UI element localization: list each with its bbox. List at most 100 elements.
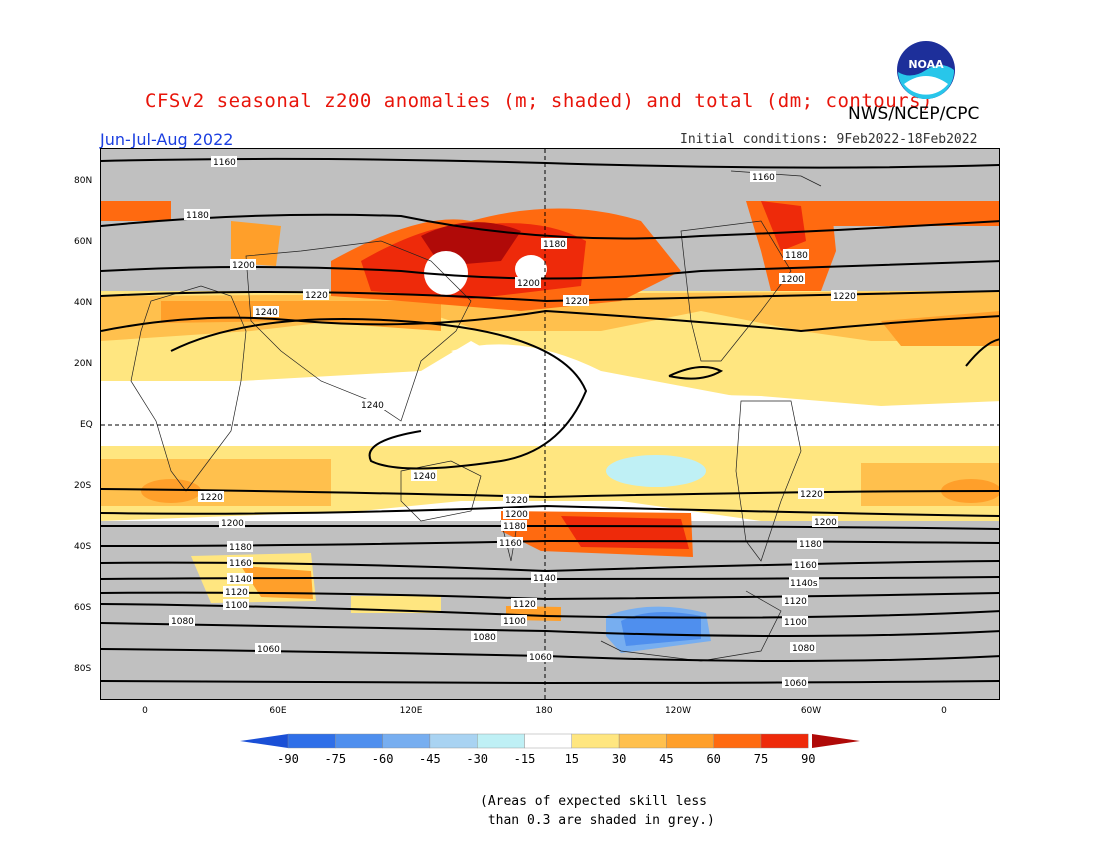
contour-label-1220-spac: 1220	[505, 496, 528, 506]
contour-label-1120-spac: 1120	[513, 600, 536, 610]
south-pacific-negative	[606, 455, 706, 487]
contour-label-1180-spac: 1180	[503, 522, 526, 532]
arctic-atlantic-anomaly	[831, 201, 999, 226]
contour-label-1080-sa: 1080	[792, 644, 815, 654]
contour-label-1060-sa: 1060	[784, 679, 807, 689]
contour-label-1200: 1200	[232, 261, 255, 271]
colorbar-segment-11	[760, 733, 809, 749]
anomaly-map-svg: 1160 1180 1200 1220 1240 1240 1240 1220 …	[101, 149, 999, 699]
contour-label-1200-sa: 1200	[814, 518, 837, 528]
contour-label-1220-atl: 1220	[833, 292, 856, 302]
contour-label-1060-sh: 1060	[257, 645, 280, 655]
lat-label-80n: 80N	[74, 176, 93, 186]
colorbar-label: 15	[564, 752, 580, 766]
colorbar-segment-9	[666, 733, 714, 749]
contour-label-1140-sh: 1140	[229, 575, 252, 585]
colorbar-label: 60	[706, 752, 721, 766]
contour-label-1220-sh: 1220	[200, 493, 223, 503]
contour-label-1080-sh: 1080	[171, 617, 194, 627]
colorbar-segment-2	[335, 733, 383, 749]
contour-label-1180: 1180	[186, 211, 209, 221]
lon-label-180: 180	[535, 706, 553, 716]
lon-label-0-east: 0	[941, 706, 947, 716]
chart-title: CFSv2 seasonal z200 anomalies (m; shaded…	[145, 90, 933, 112]
contour-label-1160-sa: 1160	[794, 561, 817, 571]
lat-label-60n: 60N	[74, 237, 93, 247]
contour-label-1160-sh: 1160	[229, 559, 252, 569]
contour-label-1200-pac: 1200	[517, 279, 540, 289]
contour-label-1240-pacific: 1240	[413, 472, 436, 482]
colorbar-label: -45	[419, 752, 441, 766]
contour-label-1120-sa: 1120	[784, 597, 807, 607]
colorbar-label: -90	[277, 752, 299, 766]
lat-label-eq: EQ	[80, 420, 93, 430]
colorbar-label: -75	[324, 752, 347, 766]
lon-label-60e: 60E	[269, 706, 287, 716]
contour-label-1140s-sa: 1140s	[790, 579, 818, 589]
lat-label-80s: 80S	[74, 664, 92, 674]
colorbar-segment-0	[240, 734, 288, 748]
south-indian-yellow-2	[351, 596, 441, 613]
lat-label-20s: 20S	[74, 481, 92, 491]
contour-label-1220: 1220	[305, 291, 328, 301]
contour-label-1200-spac: 1200	[505, 510, 528, 520]
contour-label-1060-spac: 1060	[529, 653, 552, 663]
colorbar-segment-12	[812, 734, 860, 748]
lon-label-60w: 60W	[800, 706, 822, 716]
skill-note: (Areas of expected skill less than 0.3 a…	[480, 794, 715, 828]
colorbar-segment-5	[476, 733, 525, 749]
noaa-logo-text: NOAA	[908, 58, 944, 71]
contour-label-1160: 1160	[213, 158, 236, 168]
contour-label-1100-sa: 1100	[784, 618, 807, 628]
colorbar-label: 30	[611, 752, 627, 766]
colorbar-label: -15	[513, 752, 536, 766]
europe-anomaly	[231, 221, 281, 266]
colorbar-label: 90	[801, 752, 816, 766]
lon-label-120w: 120W	[664, 706, 692, 716]
colorbar-segments	[287, 733, 809, 749]
antarctic-negative-core	[621, 612, 701, 646]
contour-label-1180-sa: 1180	[799, 540, 822, 550]
colorbar-segment-8	[618, 733, 667, 749]
contour-label-1080-spac: 1080	[473, 633, 496, 643]
contour-label-1160-spac: 1160	[499, 539, 522, 549]
atlantic-anomaly	[881, 311, 999, 346]
contour-labels: 1160 1180 1200 1220 1240 1240 1240 1220 …	[169, 156, 857, 689]
contour-label-1180-na: 1180	[785, 251, 808, 261]
contour-label-1220-pac: 1220	[565, 297, 588, 307]
lat-label-40s: 40S	[74, 542, 92, 552]
coastlines	[130, 170, 822, 662]
colorbar-segment-7	[571, 733, 620, 749]
na-anomaly-core	[761, 201, 806, 251]
season-label: Jun-Jul-Aug 2022	[100, 130, 234, 149]
colorbar-label: -60	[371, 752, 394, 766]
contour-label-1100-spac: 1100	[503, 617, 526, 627]
contour-label-1200-na: 1200	[781, 275, 804, 285]
contour-label-1200-sh: 1200	[221, 519, 244, 529]
lat-label-20n: 20N	[74, 359, 93, 369]
colorbar-segment-6	[524, 733, 572, 749]
lat-label-60s: 60S	[74, 603, 92, 613]
pacific-white-patch	[451, 344, 761, 401]
south-pacific-anomaly-core	[561, 516, 689, 549]
noaa-logo: NOAA	[897, 41, 955, 100]
lat-label-40n: 40N	[74, 298, 93, 308]
contour-label-1180-pac: 1180	[543, 240, 566, 250]
colorbar-segment-3	[382, 733, 431, 749]
initial-conditions: Initial conditions: 9Feb2022-18Feb2022	[680, 132, 978, 147]
colorbar-segment-4	[429, 733, 478, 749]
colorbar-label: 45	[659, 752, 674, 766]
colorbar-segment-1	[287, 733, 336, 749]
contour-label-1160-na: 1160	[752, 173, 775, 183]
contour-label-1120-sh: 1120	[225, 588, 248, 598]
contour-label-1140-spac: 1140	[533, 574, 556, 584]
contour-label-1100-sh: 1100	[225, 601, 248, 611]
contour-label-1240: 1240	[255, 308, 278, 318]
arctic-europe-anomaly	[101, 201, 171, 221]
contour-label-1180-sh: 1180	[229, 543, 252, 553]
contour-label-1240-indian: 1240	[361, 401, 384, 411]
contour-label-1220-sa: 1220	[800, 490, 823, 500]
lon-label-0: 0	[142, 706, 148, 716]
pacific-white-hole-2	[515, 255, 547, 283]
agency-label: NWS/NCEP/CPC	[848, 104, 980, 124]
